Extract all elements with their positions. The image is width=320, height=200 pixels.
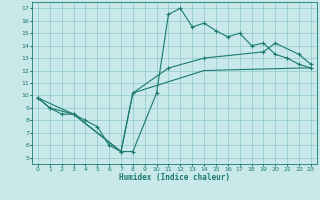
- X-axis label: Humidex (Indice chaleur): Humidex (Indice chaleur): [119, 173, 230, 182]
